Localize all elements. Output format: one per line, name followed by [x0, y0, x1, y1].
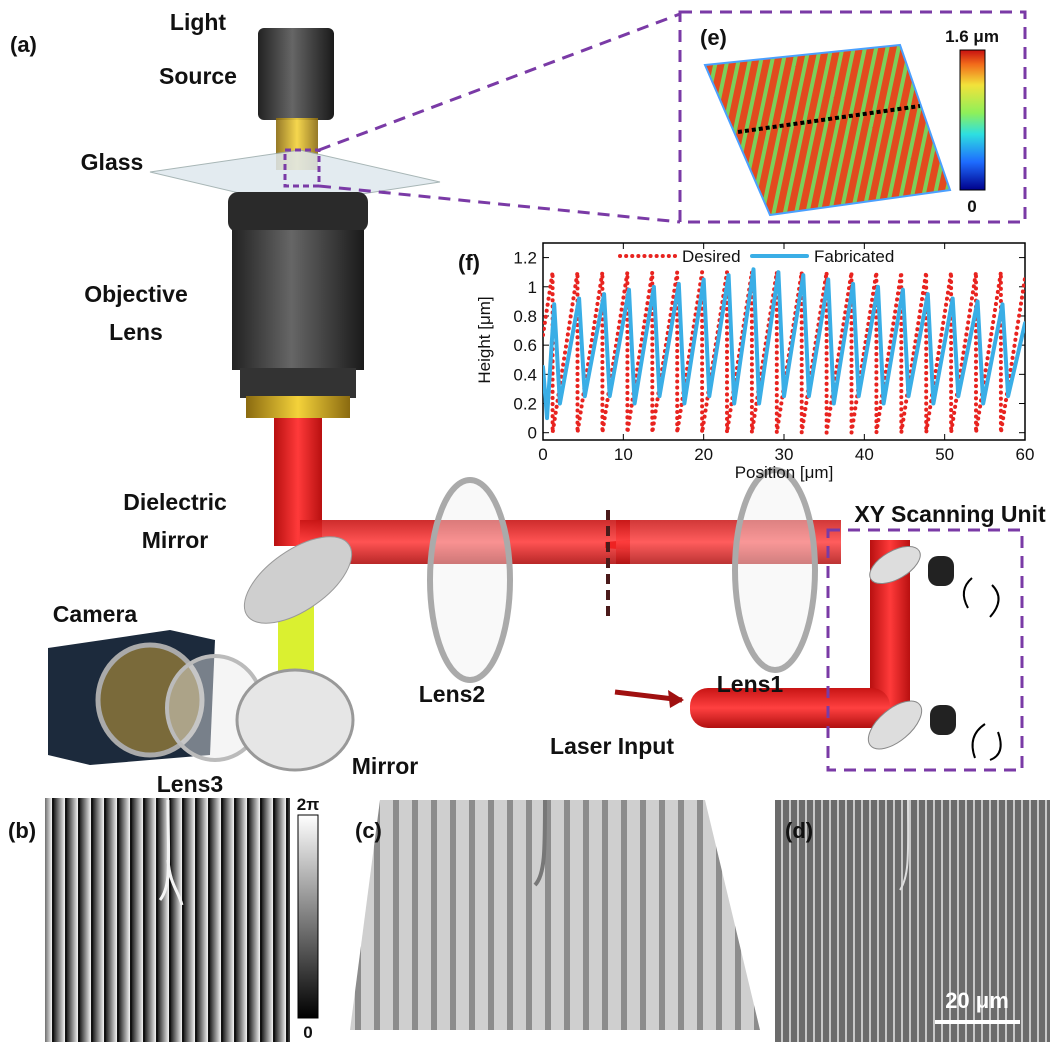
component-label: Lens3	[157, 771, 223, 797]
panel-label: (a)	[10, 32, 37, 57]
legend-label: Fabricated	[814, 247, 894, 266]
colorbar-label: 2π	[297, 795, 319, 814]
component-label: Dielectric	[123, 489, 227, 515]
scale-bar-label: 20 μm	[945, 988, 1009, 1013]
y-tick-label: 1.2	[513, 249, 537, 268]
y-axis-label: Height [μm]	[475, 296, 494, 383]
component-label: Lens	[109, 319, 163, 345]
panel-label: (b)	[8, 818, 36, 843]
panel-label: (e)	[700, 25, 727, 50]
colorbar-label: 0	[303, 1023, 312, 1042]
panel-label: (f)	[458, 250, 480, 275]
x-tick-label: 50	[935, 445, 954, 464]
component-label: Objective	[84, 281, 188, 307]
legend-label: Desired	[682, 247, 741, 266]
panel-label: (d)	[785, 818, 813, 843]
x-tick-label: 40	[855, 445, 874, 464]
x-axis-label: Position [μm]	[735, 463, 834, 482]
bottom-panels-drawing	[45, 798, 1050, 1042]
x-tick-label: 30	[775, 445, 794, 464]
component-label: XY Scanning Unit	[854, 501, 1046, 527]
component-label: Laser Input	[550, 733, 674, 759]
component-label: Mirror	[352, 753, 419, 779]
y-tick-label: 0	[528, 424, 537, 443]
component-label: Mirror	[142, 527, 209, 553]
component-label: Lens1	[717, 671, 784, 697]
panel-label: (c)	[355, 818, 382, 843]
component-label: Glass	[81, 149, 144, 175]
component-label: Light	[170, 9, 227, 35]
x-tick-label: 10	[614, 445, 633, 464]
y-tick-label: 0.6	[513, 336, 537, 355]
figure: (a) (b) (c) (d) (e) (f) Light Source Gla…	[0, 0, 1064, 1042]
y-tick-label: 0.2	[513, 395, 537, 414]
y-tick-label: 0.4	[513, 365, 537, 384]
component-label: Source	[159, 63, 237, 89]
component-label: Camera	[53, 601, 138, 627]
colorbar-label: 0	[967, 197, 976, 216]
component-label: Lens2	[419, 681, 485, 707]
x-tick-label: 60	[1016, 445, 1035, 464]
y-tick-label: 1	[528, 278, 537, 297]
x-tick-label: 0	[538, 445, 547, 464]
colorbar-label: 1.6 μm	[945, 27, 999, 46]
y-tick-label: 0.8	[513, 307, 537, 326]
x-tick-label: 20	[694, 445, 713, 464]
